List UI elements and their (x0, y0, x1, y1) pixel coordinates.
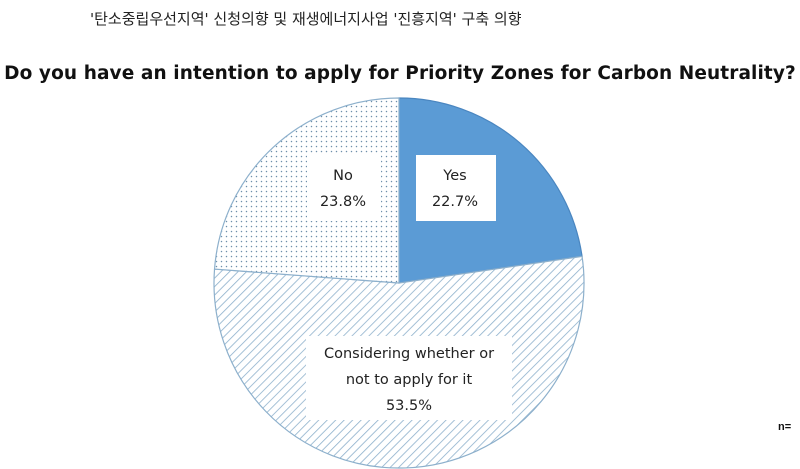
korean-title: '탄소중립우선지역' 신청의향 및 재생에너지사업 '진흥지역' 구축 의향 (90, 10, 522, 28)
slice-value-no: 23.8% (320, 194, 366, 210)
slice-label-considering-line1: Considering whether or (324, 346, 494, 362)
label-box-considering: Considering whether or not to apply for … (306, 336, 512, 420)
label-box-yes: Yes 22.7% (416, 155, 496, 221)
slice-value-yes: 22.7% (432, 194, 478, 210)
label-box-no: No 23.8% (307, 155, 381, 221)
chart-title: Do you have an intention to apply for Pr… (4, 63, 796, 84)
slice-label-no: No (333, 168, 353, 184)
sample-size-note: n= (778, 421, 792, 433)
slice-label-yes: Yes (442, 168, 466, 184)
pie-slice-no (213, 97, 400, 284)
slice-label-considering-line2: not to apply for it (346, 372, 473, 388)
pie-labels: Yes 22.7% No 23.8% Considering whether o… (306, 155, 512, 420)
slice-value-considering: 53.5% (386, 398, 432, 414)
